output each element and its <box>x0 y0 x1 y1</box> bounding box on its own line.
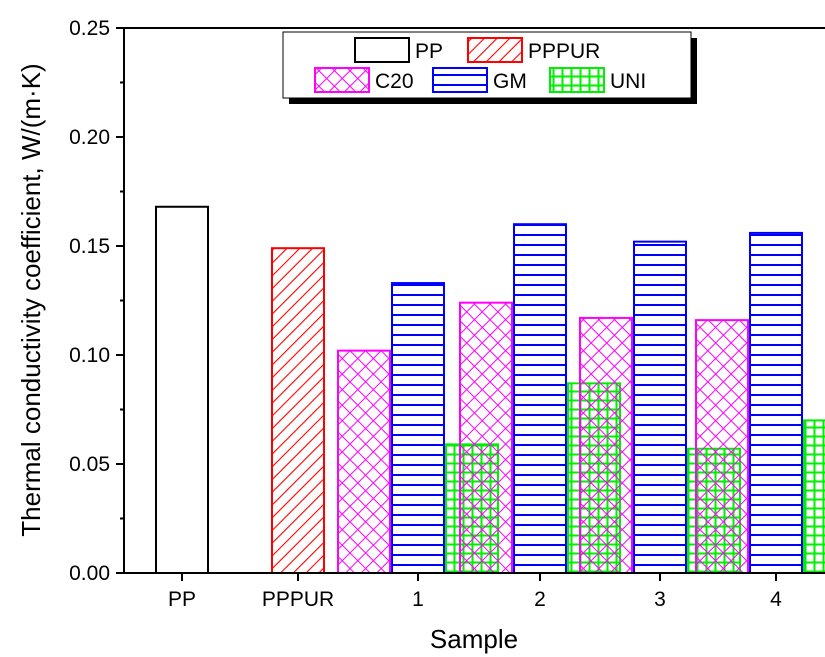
y-tick-label: 0.25 <box>69 17 110 40</box>
bar-c20-1 <box>337 349 391 575</box>
legend-swatch-uni <box>549 67 605 93</box>
x-ticks-group: PP PPPUR 1 2 3 4 <box>168 573 782 611</box>
x-tick-label: PP <box>168 588 196 611</box>
y-tick-label: 0.15 <box>69 235 110 258</box>
y-tick-label: 0.00 <box>69 562 110 585</box>
y-tick-label: 0.20 <box>69 126 110 149</box>
legend-label-gm: GM <box>493 70 527 93</box>
y-ticks-group: 0.00 0.05 0.10 0.15 0.20 0.25 <box>69 17 124 585</box>
x-axis-title: Sample <box>430 624 518 654</box>
x-tick-label: 1 <box>412 588 424 611</box>
legend-label-pp: PP <box>415 40 443 63</box>
legend-swatch-c20 <box>314 67 370 93</box>
bar-pp-pp <box>155 205 209 574</box>
bar-gm-4 <box>749 231 803 574</box>
bar-c20-3 <box>579 316 633 574</box>
bar-uni-4 <box>803 419 825 574</box>
y-axis-title: Thermal conductivity coefficient, W/(m·K… <box>16 63 46 536</box>
legend-swatch-pppur <box>467 37 523 63</box>
x-tick-label: 3 <box>654 588 666 611</box>
legend-swatch-gm <box>432 67 488 93</box>
bar-gm-1 <box>391 282 445 574</box>
x-tick-label: PPPUR <box>262 588 334 611</box>
bar-c20-2 <box>459 301 513 574</box>
legend-swatch-pp <box>354 37 410 63</box>
legend-label-pppur: PPPUR <box>528 40 600 63</box>
bar-gm-2 <box>513 223 567 574</box>
legend-label-uni: UNI <box>610 70 646 93</box>
bar-pppur-pppur <box>271 247 325 574</box>
legend: PP PPPUR C20 GM UNI <box>282 31 697 104</box>
y-tick-label: 0.05 <box>69 453 110 476</box>
y-tick-label: 0.10 <box>69 344 110 367</box>
bar-c20-4 <box>695 319 749 574</box>
bar-gm-3 <box>633 240 687 574</box>
x-tick-label: 2 <box>534 588 546 611</box>
x-tick-label: 4 <box>770 588 782 611</box>
bars-group <box>155 205 825 575</box>
legend-label-c20: C20 <box>375 70 414 93</box>
